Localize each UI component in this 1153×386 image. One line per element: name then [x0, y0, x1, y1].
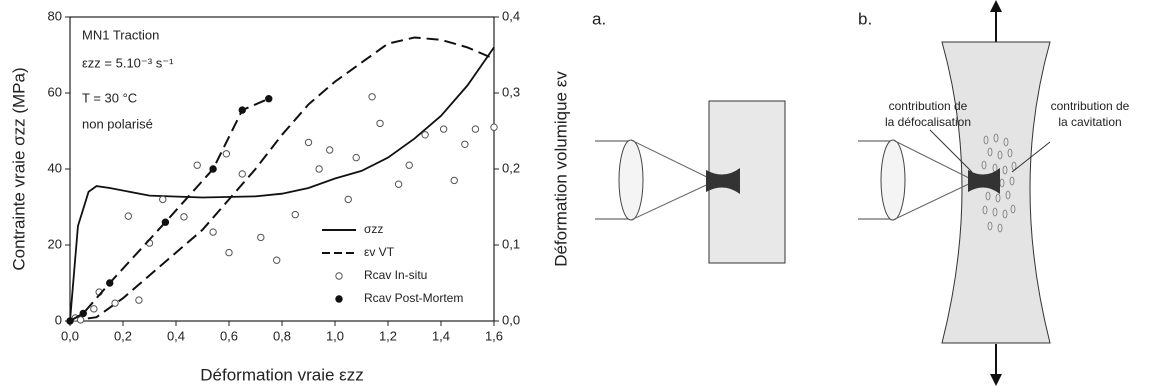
marker — [265, 95, 273, 103]
legend-label: Rcav Post-Mortem — [364, 291, 463, 305]
annotation: εzz = 5.10⁻³ s⁻¹ — [82, 55, 174, 70]
marker — [238, 170, 246, 178]
marker — [291, 210, 299, 219]
marker — [394, 180, 403, 188]
x-tick-label: 0,6 — [220, 328, 238, 343]
marker — [326, 146, 334, 154]
y-tick-label: 80 — [48, 8, 62, 23]
note: la cavitation — [1058, 115, 1121, 129]
y-tick-label: 20 — [48, 236, 62, 251]
x-tick-label: 1,6 — [485, 328, 503, 343]
marker — [490, 123, 498, 131]
marker — [79, 309, 87, 318]
series-line — [69, 36, 495, 322]
cone-line — [892, 139, 976, 182]
marker — [106, 279, 114, 287]
marker — [124, 212, 133, 220]
cone-line — [630, 139, 716, 182]
cone-line — [630, 180, 716, 221]
marker — [368, 93, 376, 101]
legend-label: Rcav In-situ — [364, 268, 427, 282]
marker — [405, 161, 413, 169]
y-tick-label: 60 — [48, 84, 62, 99]
pointer — [1011, 141, 1051, 173]
marker — [225, 248, 233, 257]
diagram-a: a. — [592, 9, 786, 264]
marker — [209, 228, 217, 236]
y2-axis-title: Déformation volumique εv — [551, 71, 570, 267]
x-tick-label: 0,8 — [273, 328, 291, 343]
diagram-b: b. contribution de la défocalisation con… — [858, 0, 1130, 386]
panel-label: a. — [592, 9, 606, 28]
marker — [335, 272, 343, 280]
x-tick-label: 1,4 — [432, 328, 450, 343]
legend-label: σzz — [364, 222, 383, 236]
x-tick-label: 0,4 — [167, 328, 185, 343]
series-line — [69, 97, 270, 322]
marker — [238, 106, 246, 114]
lens — [618, 139, 644, 221]
note: la défocalisation — [885, 115, 971, 129]
marker — [304, 138, 313, 147]
y-tick-label: 0 — [55, 312, 62, 327]
marker — [90, 305, 98, 313]
marker — [257, 233, 265, 242]
marker — [135, 296, 143, 304]
y2-tick-label: 0,1 — [502, 236, 520, 251]
marker — [439, 125, 448, 133]
marker — [352, 153, 360, 162]
annotation: non polarisé — [82, 116, 153, 131]
marker — [193, 161, 201, 169]
marker — [209, 165, 217, 173]
y2-tick-label: 0,0 — [502, 312, 520, 327]
x-tick-label: 0,0 — [61, 328, 79, 343]
marker — [111, 299, 119, 307]
annotation: T = 30 °C — [82, 90, 137, 105]
marker — [450, 176, 458, 185]
x-tick-label: 1,0 — [326, 328, 344, 343]
marker — [471, 125, 480, 133]
pointer — [929, 129, 973, 173]
focal-volume — [706, 168, 740, 194]
y2-tick-label: 0,3 — [502, 84, 520, 99]
lens — [880, 139, 906, 221]
y2-tick-label: 0,2 — [502, 160, 520, 175]
specimen — [941, 41, 1051, 344]
x-tick-label: 0,2 — [114, 328, 132, 343]
marker — [376, 119, 384, 128]
y-axis-title: Contrainte vraie σzz (MPa) — [9, 67, 28, 270]
y-tick-label: 40 — [48, 160, 62, 175]
x-axis-title: Déformation vraie εzz — [200, 365, 363, 384]
note: contribution de — [1051, 99, 1130, 113]
marker — [461, 140, 469, 149]
marker — [421, 131, 429, 139]
y2-tick-label: 0,4 — [502, 8, 520, 23]
marker — [76, 316, 85, 324]
marker — [273, 256, 281, 264]
marker — [161, 218, 170, 226]
marker — [180, 213, 188, 221]
legend-label: εv VT — [364, 245, 395, 259]
series-line — [69, 46, 495, 322]
arrow-head — [990, 374, 1002, 386]
marker — [344, 195, 352, 204]
marker — [315, 165, 323, 173]
arrow-head — [990, 0, 1002, 12]
marker — [222, 150, 231, 158]
marker — [66, 317, 74, 325]
marker — [335, 295, 343, 303]
annotation: MN1 Traction — [82, 27, 159, 42]
focal-volume — [968, 168, 1000, 194]
x-tick-label: 1,2 — [379, 328, 397, 343]
note: contribution de — [889, 99, 968, 113]
cone-line — [892, 180, 976, 221]
panel-label: b. — [858, 9, 872, 28]
marker — [159, 195, 167, 204]
